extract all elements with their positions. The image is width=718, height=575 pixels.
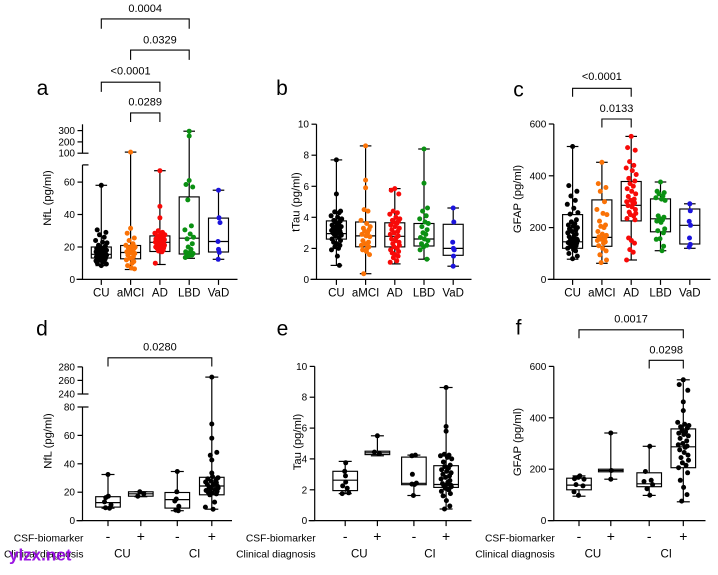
svg-text:a: a: [37, 77, 49, 100]
svg-text:aMCI: aMCI: [588, 288, 615, 300]
svg-text:Clinical diagnosis: Clinical diagnosis: [475, 550, 555, 561]
svg-text:Clinical diagnosis: Clinical diagnosis: [4, 550, 84, 561]
svg-text:<0.0001: <0.0001: [111, 65, 151, 77]
svg-text:2: 2: [302, 485, 308, 496]
svg-text:NfL (pg/ml): NfL (pg/ml): [42, 170, 54, 226]
svg-text:aMCI: aMCI: [117, 288, 144, 300]
svg-text:100: 100: [58, 149, 75, 160]
svg-text:-: -: [106, 528, 111, 544]
svg-text:CSF-biomarker: CSF-biomarker: [14, 533, 84, 544]
svg-text:20: 20: [64, 488, 76, 499]
svg-text:8: 8: [302, 393, 308, 404]
svg-text:600: 600: [530, 362, 547, 373]
svg-text:+: +: [679, 528, 687, 544]
svg-text:60: 60: [64, 178, 76, 189]
svg-text:200: 200: [530, 465, 547, 476]
svg-text:+: +: [208, 528, 216, 544]
svg-text:LBD: LBD: [649, 288, 671, 300]
svg-text:LBD: LBD: [178, 288, 200, 300]
svg-text:0: 0: [69, 275, 75, 286]
svg-text:6: 6: [303, 182, 309, 193]
svg-text:f: f: [516, 317, 522, 340]
svg-text:b: b: [276, 77, 288, 100]
svg-text:20: 20: [64, 243, 76, 254]
svg-text:AD: AD: [152, 288, 168, 300]
svg-text:-: -: [343, 528, 348, 544]
svg-text:-: -: [647, 528, 652, 544]
svg-text:60: 60: [64, 431, 76, 442]
svg-text:CU: CU: [328, 288, 345, 300]
svg-text:aMCI: aMCI: [352, 288, 379, 300]
svg-text:CU: CU: [93, 288, 110, 300]
svg-text:400: 400: [530, 413, 547, 424]
svg-text:d: d: [36, 318, 48, 341]
svg-text:300: 300: [58, 126, 75, 137]
svg-text:ylzx.net: ylzx.net: [9, 546, 72, 565]
svg-text:LBD: LBD: [413, 288, 435, 300]
svg-text:-: -: [175, 528, 180, 544]
svg-text:80: 80: [64, 403, 76, 414]
svg-text:c: c: [513, 79, 524, 102]
svg-text:-: -: [577, 528, 582, 544]
svg-text:CI: CI: [189, 549, 201, 561]
svg-text:CU: CU: [114, 549, 131, 561]
svg-text:200: 200: [530, 223, 547, 234]
svg-text:Tau (pg/ml): Tau (pg/ml): [292, 414, 304, 471]
svg-text:2: 2: [303, 244, 309, 255]
svg-text:e: e: [277, 318, 289, 341]
svg-text:CU: CU: [585, 549, 602, 561]
svg-text:600: 600: [530, 120, 547, 131]
svg-text:0.0004: 0.0004: [128, 3, 162, 15]
svg-text:10: 10: [296, 362, 308, 373]
svg-text:240: 240: [58, 390, 75, 401]
svg-text:+: +: [607, 528, 615, 544]
svg-text:Clinical diagnosis: Clinical diagnosis: [236, 550, 316, 561]
svg-text:0.0298: 0.0298: [649, 345, 683, 357]
svg-text:GFAP (pg/ml): GFAP (pg/ml): [512, 165, 524, 233]
svg-text:260: 260: [58, 376, 75, 387]
svg-text:VaD: VaD: [208, 288, 230, 300]
svg-text:CU: CU: [351, 549, 368, 561]
svg-text:NfL (pg/ml): NfL (pg/ml): [43, 413, 55, 469]
svg-text:0.0133: 0.0133: [600, 103, 634, 115]
svg-text:AD: AD: [387, 288, 403, 300]
svg-text:VaD: VaD: [679, 288, 701, 300]
svg-text:CI: CI: [424, 549, 436, 561]
svg-text:tTau (pg/ml): tTau (pg/ml): [291, 172, 303, 232]
svg-text:<0.0001: <0.0001: [582, 71, 622, 83]
svg-text:40: 40: [64, 459, 76, 470]
svg-text:VaD: VaD: [442, 288, 464, 300]
svg-text:4: 4: [303, 213, 309, 224]
svg-text:8: 8: [303, 151, 309, 162]
svg-text:0.0280: 0.0280: [143, 342, 177, 354]
svg-text:+: +: [137, 528, 145, 544]
svg-text:40: 40: [64, 210, 76, 221]
svg-text:CI: CI: [660, 549, 672, 561]
svg-text:CSF-biomarker: CSF-biomarker: [485, 533, 555, 544]
svg-text:0: 0: [541, 275, 547, 286]
svg-text:280: 280: [58, 362, 75, 373]
svg-text:6: 6: [302, 424, 308, 435]
svg-text:10: 10: [298, 120, 310, 131]
svg-text:CSF-biomarker: CSF-biomarker: [246, 533, 316, 544]
svg-text:+: +: [373, 528, 381, 544]
svg-text:0.0329: 0.0329: [143, 35, 177, 47]
svg-text:CU: CU: [564, 288, 581, 300]
svg-text:0: 0: [541, 516, 547, 527]
svg-text:0: 0: [302, 516, 308, 527]
svg-text:-: -: [412, 528, 417, 544]
svg-text:400: 400: [530, 171, 547, 182]
svg-text:4: 4: [302, 454, 308, 465]
svg-text:GFAP (pg/ml): GFAP (pg/ml): [512, 408, 524, 476]
svg-text:+: +: [442, 528, 450, 544]
svg-text:AD: AD: [623, 288, 639, 300]
svg-text:0.0017: 0.0017: [614, 314, 648, 326]
svg-text:0.0289: 0.0289: [128, 96, 162, 108]
svg-text:200: 200: [58, 137, 75, 148]
svg-text:0: 0: [69, 516, 75, 527]
svg-text:0: 0: [303, 275, 309, 286]
